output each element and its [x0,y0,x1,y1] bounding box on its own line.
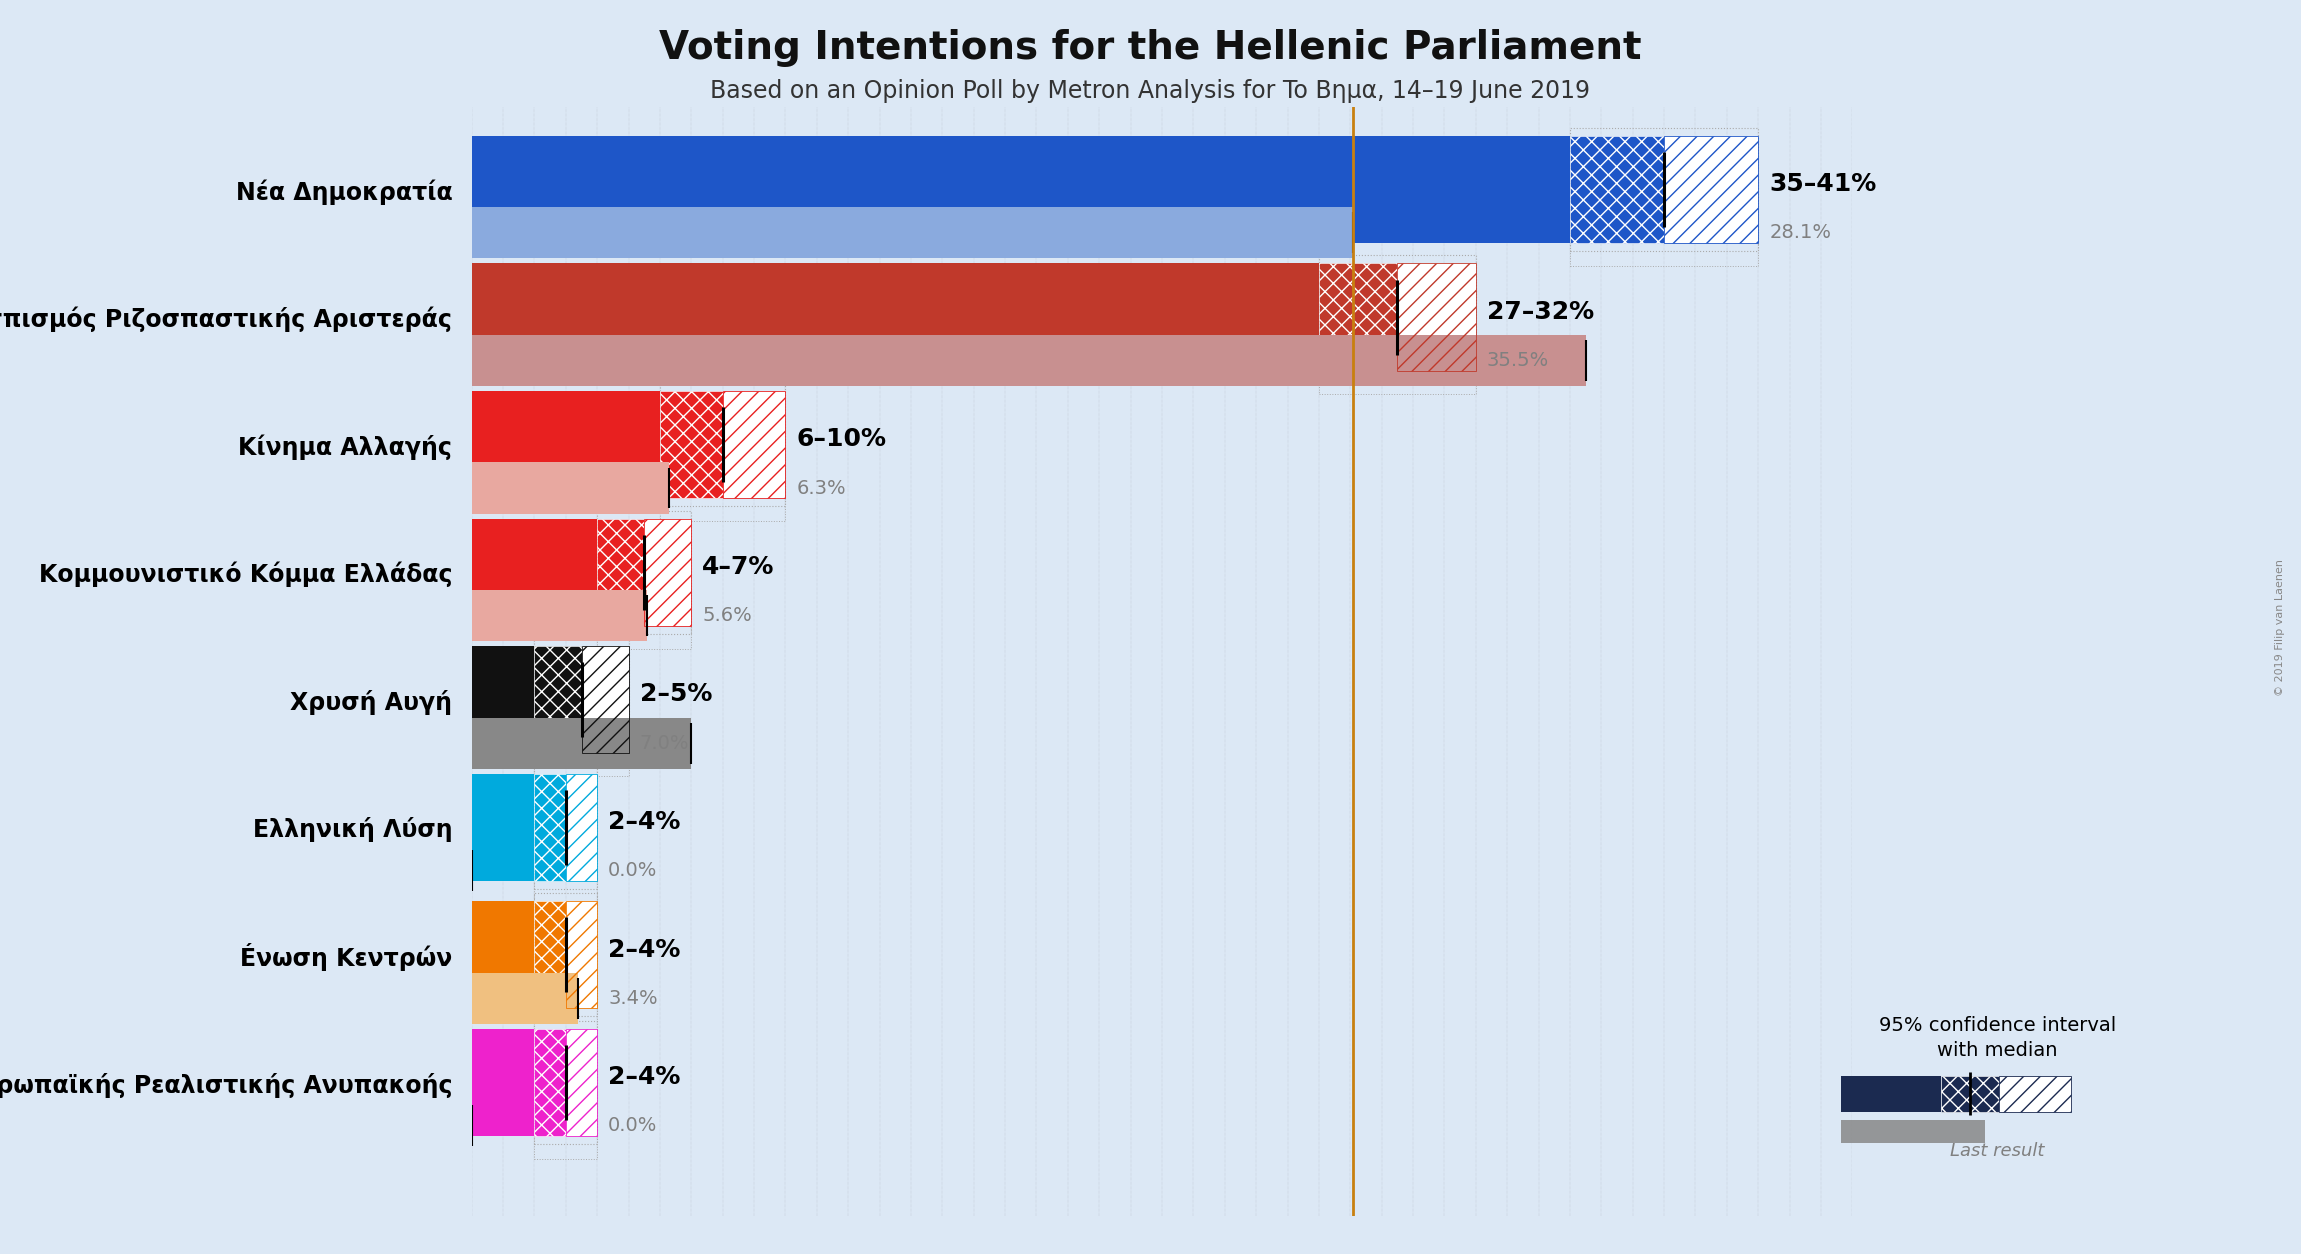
Bar [723,391,785,498]
Text: 2–4%: 2–4% [607,938,681,962]
Bar [472,463,670,514]
Bar [534,1092,598,1159]
Bar [534,638,628,761]
Bar [1318,263,1397,371]
Bar [598,582,690,648]
Text: 35.5%: 35.5% [1486,351,1549,370]
Bar [534,966,598,1031]
Bar [472,973,578,1023]
Text: Based on an Opinion Poll by Metron Analysis for To Bημα, 14–19 June 2019: Based on an Opinion Poll by Metron Analy… [711,79,1590,103]
Bar [598,519,644,626]
Bar [534,774,566,880]
Bar [534,710,628,776]
Bar [644,519,690,626]
Bar [1318,256,1475,379]
Bar [582,646,628,754]
Bar [472,902,534,1008]
Text: 2–4%: 2–4% [607,1065,681,1088]
Bar [644,519,690,626]
Text: 27–32%: 27–32% [1486,300,1595,324]
Bar [472,774,534,880]
Bar [566,1028,598,1136]
Text: 0.0%: 0.0% [607,861,658,880]
Bar [582,646,628,754]
Bar [660,382,785,507]
Bar [1397,263,1475,371]
Bar [1841,1120,1986,1142]
Text: 95% confidence interval: 95% confidence interval [1878,1016,2117,1035]
Bar [472,717,690,769]
Bar [566,902,598,1008]
Text: 35–41%: 35–41% [1769,172,1875,196]
Text: © 2019 Filip van Laenen: © 2019 Filip van Laenen [2276,558,2285,696]
Bar [472,519,598,626]
Bar [472,591,647,641]
Bar [660,455,785,522]
Bar [1397,263,1475,371]
Bar [472,391,660,498]
Bar [660,391,723,498]
Bar [534,902,566,1008]
Text: 0.0%: 0.0% [607,1116,658,1135]
Bar [566,774,598,880]
Bar [1569,135,1664,243]
Bar [1942,1076,2000,1111]
Bar [1664,135,1758,243]
Bar [472,335,1585,386]
Text: with median: with median [1937,1041,2057,1060]
Bar [472,646,534,754]
Bar [723,391,785,498]
Bar [566,774,598,880]
Bar [1664,135,1758,243]
Text: 6.3%: 6.3% [796,479,847,498]
Text: Last result: Last result [1949,1142,2046,1160]
Bar [2000,1076,2071,1111]
Bar [472,135,1569,243]
Text: 4–7%: 4–7% [702,554,775,579]
Bar [534,646,582,754]
Bar [1569,199,1758,266]
Bar [566,902,598,1008]
Bar [534,1028,566,1136]
Text: 28.1%: 28.1% [1769,223,1832,242]
Bar [566,1028,598,1136]
Text: 2–4%: 2–4% [607,810,681,834]
Bar [534,766,598,889]
Text: 6–10%: 6–10% [796,428,886,451]
Bar [534,893,598,1017]
Text: 3.4%: 3.4% [607,988,658,1008]
Text: 5.6%: 5.6% [702,606,752,624]
Bar [1841,1076,1942,1111]
Bar [472,263,1318,371]
Text: 7.0%: 7.0% [640,734,688,752]
Bar [472,1028,534,1136]
Bar [534,1021,598,1144]
Bar [598,510,690,633]
Bar [1569,128,1758,251]
Bar [1318,327,1475,394]
Text: Voting Intentions for the Hellenic Parliament: Voting Intentions for the Hellenic Parli… [660,29,1641,66]
Bar [534,838,598,904]
Bar [472,207,1353,258]
Text: 2–5%: 2–5% [640,682,711,706]
